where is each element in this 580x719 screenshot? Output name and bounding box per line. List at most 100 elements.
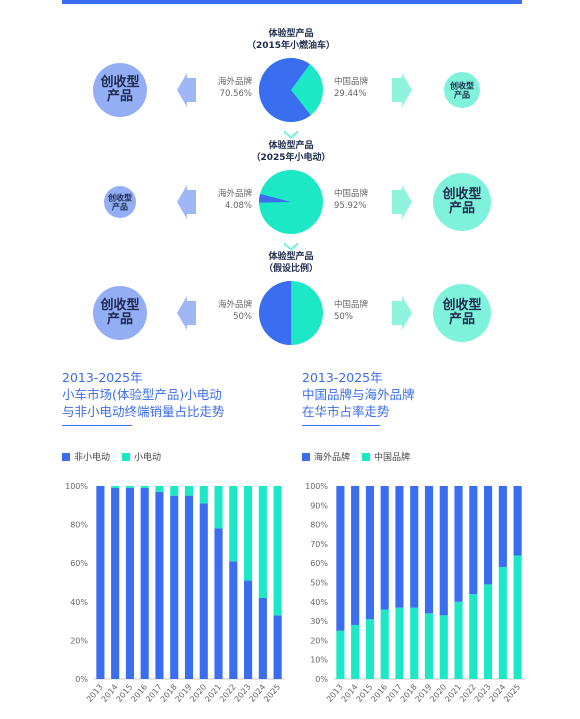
bar-segment-overseas-brand [395,486,404,608]
bar-segment-overseas-brand [513,486,522,556]
circle-label-line1: 创收型 [441,297,481,313]
bar-segment-overseas-brand [469,486,478,595]
revenue-product-circle-left [104,186,136,218]
right-arrow-icon [392,73,412,107]
right-arrow-icon [392,185,412,219]
y-tick-label: 30% [310,617,328,626]
y-tick-label: 60% [310,559,328,568]
bar-segment-small-ev [273,486,282,616]
china-label: 中国品牌 [334,188,369,199]
bar-segment-non-small-ev [258,597,267,679]
legend-swatch-teal [362,452,371,461]
pie-subtitle: （假设比例） [264,262,318,274]
bar-segment-china-brand [365,619,374,679]
bar-segment-non-small-ev [229,561,238,679]
legend-swatch-blue [62,452,70,461]
circle-label-line1: 创收型 [441,186,481,202]
bar-segment-china-brand [469,594,478,679]
pie-diagram: 体验型产品（2015年小燃油车）海外品牌70.56%中国品牌29.44%创收型产… [93,27,491,345]
legend-swatch-teal [122,452,131,461]
bar-segment-non-small-ev [125,487,134,679]
pie-slice-overseas [259,57,311,123]
bar-segment-non-small-ev [170,495,179,679]
bar-segment-overseas-brand [336,486,345,631]
circle-label-line2: 产品 [449,311,475,327]
bar-segment-china-brand [513,555,522,679]
legend-label: 小电动 [134,453,162,463]
x-tick-label: 2025 [502,683,522,704]
x-tick-label: 2025 [262,683,282,704]
bar-segment-non-small-ev [214,528,223,679]
revenue-product-circle-right [433,173,491,231]
y-tick-label: 10% [310,656,328,665]
bar-segment-small-ev [140,486,149,488]
pie-slice-overseas [259,281,291,345]
revenue-product-circle-right [433,284,491,342]
bar-segment-overseas-brand [454,486,463,602]
right-section-title: 2013-2025年 中国品牌与海外品牌 在华市占率走势 [302,370,415,419]
y-tick-label: 40% [310,598,328,607]
revenue-product-circle-left [93,286,147,340]
circle-label-line2: 产品 [454,90,470,100]
left-stacked-bar-chart: 0%20%40%60%80%100%2013201420152016201720… [65,482,285,704]
bar-segment-overseas-brand [439,486,448,616]
pie-title: 体验型产品 [268,27,313,39]
pie-title: 体验型产品 [268,139,313,151]
y-tick-label: 20% [70,636,88,645]
bar-segment-small-ev [199,486,208,504]
pie-title: 体验型产品 [268,250,313,262]
bar-segment-small-ev [125,486,134,488]
left-arrow-icon [177,296,196,330]
legend-swatch-blue [302,452,310,461]
pie-subtitle: （2025年小电动） [251,151,330,163]
y-tick-label: 60% [70,559,88,568]
overseas-pct: 50% [233,312,252,322]
bar-segment-overseas-brand [484,486,493,585]
bar-segment-small-ev [184,486,194,496]
left-legend: 非小电动 小电动 [62,450,161,463]
circle-label-line1: 创收型 [449,81,474,91]
china-pct: 29.44% [334,89,366,99]
bar-segment-china-brand [498,567,507,679]
bar-segment-overseas-brand [351,486,360,625]
bar-segment-non-small-ev [184,495,194,679]
overseas-pct: 4.08% [225,201,252,211]
y-tick-label: 0% [75,675,88,684]
left-arrow-icon [177,185,196,219]
left-section-title: 2013-2025年 小车市场(体验型产品)小电动 与非小电动终端销量占比走势 [62,370,225,419]
circle-label-line2: 产品 [107,311,133,327]
left-section-rule [62,425,132,426]
bar-segment-non-small-ev [140,487,149,679]
bar-segment-small-ev [244,486,253,581]
bar-segment-small-ev [155,486,164,492]
bar-segment-non-small-ev [96,486,105,679]
bar-segment-china-brand [336,630,345,679]
right-stacked-bar-chart: 0%10%20%30%40%50%60%70%80%90%100%2013201… [305,482,525,704]
overseas-label: 海外品牌 [218,188,253,199]
y-tick-label: 100% [305,482,328,491]
china-pct: 95.92% [334,201,366,211]
pie-slice-overseas [259,193,291,203]
bar-segment-overseas-brand [424,486,434,614]
china-pct: 50% [334,312,353,322]
right-section-rule [302,425,380,426]
bar-segment-non-small-ev [244,580,253,679]
legend-label: 中国品牌 [374,453,411,463]
bar-segment-small-ev [229,486,238,562]
bar-segment-non-small-ev [199,503,208,679]
circle-label-line1: 创收型 [107,193,132,203]
bar-segment-china-brand [351,624,360,679]
y-tick-label: 90% [310,501,328,510]
bar-segment-non-small-ev [111,487,120,679]
y-tick-label: 40% [70,598,88,607]
pie-subtitle: （2015年小燃油车） [247,39,335,51]
bar-segment-china-brand [410,607,419,679]
bar-segment-small-ev [258,486,267,598]
left-arrow-icon [177,73,196,107]
bar-segment-overseas-brand [410,486,419,608]
bar-segment-non-small-ev [155,491,164,679]
bar-segment-overseas-brand [498,486,507,568]
y-tick-label: 70% [310,540,328,549]
right-arrow-icon [392,296,412,330]
bar-segment-overseas-brand [380,486,389,610]
